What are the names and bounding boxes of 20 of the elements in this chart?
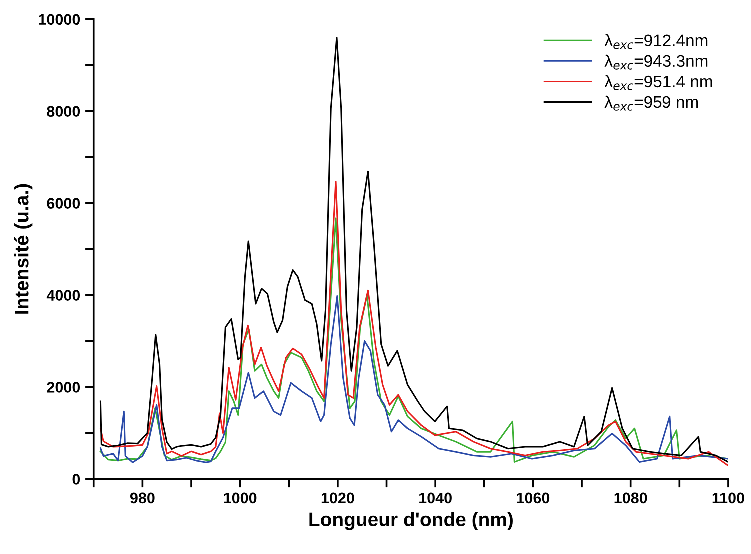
x-tick-label: 980 [130,492,155,504]
y-tick-label: 0 [72,474,80,485]
legend-label: λ$_{exc}$=912.4nm [604,34,708,50]
x-tick-label: 1080 [614,492,648,504]
legend-label: λ$_{exc}$=959 nm [604,96,698,111]
x-tick-label: 1000 [224,492,257,504]
y-tick-label: 8000 [47,106,80,118]
x-tick-label: 1040 [420,492,452,504]
x-axis-title: Longueur d'onde (nm) [310,512,513,530]
line-series [100,295,728,464]
x-tick-label: 1100 [712,492,744,504]
y-axis-title: Intensité (u.a.) [14,184,33,314]
legend-label: λ$_{exc}$=943.3nm [604,54,708,70]
y-tick-label: 10000 [39,14,80,26]
x-tick-label: 1020 [322,492,354,504]
legend-label: λ$_{exc}$=951.4 nm [604,75,712,90]
x-tick-label: 1060 [517,492,550,504]
y-tick-label: 6000 [47,198,80,210]
y-tick-label: 4000 [46,290,80,301]
y-tick-label: 2000 [47,382,80,393]
